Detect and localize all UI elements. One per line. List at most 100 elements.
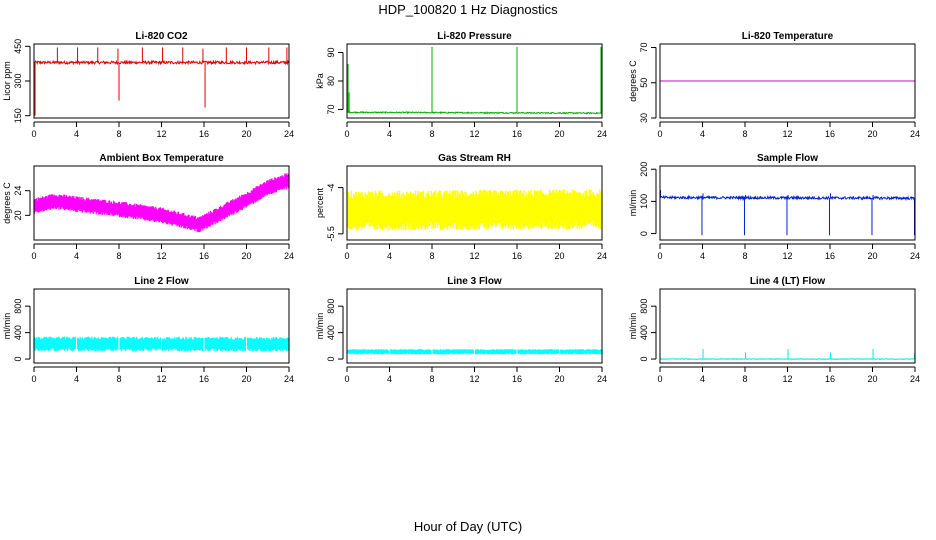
x-tick-label: 24: [910, 251, 920, 261]
x-tick-label: 4: [74, 374, 79, 384]
x-tick-label: 12: [156, 374, 166, 384]
x-tick-label: 0: [344, 251, 349, 261]
x-tick-label: 24: [597, 129, 607, 139]
x-tick-label: 8: [742, 129, 747, 139]
x-tick-label: 24: [910, 129, 920, 139]
y-tick-label: 30: [639, 113, 649, 123]
x-tick-label: 4: [387, 251, 392, 261]
y-tick-label: 70: [639, 43, 649, 53]
series-band: [346, 189, 603, 231]
series-line: [33, 59, 290, 66]
x-tick-label: 4: [387, 374, 392, 384]
x-tick-label: 20: [867, 374, 877, 384]
y-axis-label: Licor ppm: [2, 61, 12, 101]
panel-title: Li-820 Pressure: [437, 31, 512, 42]
x-tick-label: 16: [825, 374, 835, 384]
panel-title: Ambient Box Temperature: [99, 153, 224, 164]
x-tick-label: 24: [284, 374, 294, 384]
y-tick-label: 450: [13, 39, 23, 54]
x-tick-label: 12: [156, 251, 166, 261]
x-tick-label: 20: [867, 251, 877, 261]
x-tick-label: 16: [199, 374, 209, 384]
y-axis-label: percent: [315, 187, 325, 218]
x-tick-label: 0: [31, 129, 36, 139]
x-tick-label: 12: [469, 374, 479, 384]
x-tick-label: 24: [284, 129, 294, 139]
x-tick-label: 8: [116, 251, 121, 261]
plot-frame: [33, 288, 290, 364]
x-tick-label: 8: [116, 374, 121, 384]
plot-frame: [659, 288, 916, 364]
x-tick-label: 0: [31, 251, 36, 261]
y-axis-label: kPa: [315, 73, 325, 89]
panel-title: Line 2 Flow: [134, 276, 189, 287]
y-axis-label: ml/min: [628, 313, 638, 340]
x-tick-label: 16: [825, 251, 835, 261]
series-line: [659, 358, 916, 360]
x-tick-label: 24: [597, 251, 607, 261]
x-tick-label: 20: [241, 374, 251, 384]
plot-frame: [346, 43, 603, 119]
plot-frame: [659, 43, 916, 119]
y-tick-label: 400: [639, 325, 649, 340]
x-tick-label: 12: [782, 129, 792, 139]
x-tick-label: 12: [469, 251, 479, 261]
x-tick-label: 16: [512, 251, 522, 261]
series-band: [346, 349, 603, 355]
x-tick-label: 4: [700, 374, 705, 384]
panel-title: Sample Flow: [757, 153, 818, 164]
y-tick-label: 90: [326, 48, 336, 58]
y-tick-label: 400: [326, 325, 336, 340]
x-tick-label: 24: [910, 374, 920, 384]
x-tick-label: 20: [241, 251, 251, 261]
y-axis-label: ml/min: [315, 313, 325, 340]
plot-frame: [346, 165, 603, 241]
panel-2: Li-820 Pressure 0 4 8 12 16 20 24 70 80 90 kPa: [315, 31, 607, 139]
series-band: [33, 173, 290, 233]
x-tick-label: 4: [74, 251, 79, 261]
y-tick-label: 300: [13, 73, 23, 88]
series-line: [659, 194, 916, 201]
x-tick-label: 24: [284, 251, 294, 261]
series-line: [346, 110, 603, 115]
plot-frame: [346, 288, 603, 364]
x-tick-label: 0: [657, 129, 662, 139]
y-axis-label: ml/min: [628, 190, 638, 217]
y-tick-label: 50: [639, 78, 649, 88]
panel-title: Line 4 (LT) Flow: [750, 276, 826, 287]
x-tick-label: 0: [344, 129, 349, 139]
y-tick-label: 800: [639, 299, 649, 314]
x-tick-label: 12: [782, 374, 792, 384]
panel-title: Line 3 Flow: [447, 276, 502, 287]
x-tick-label: 8: [429, 129, 434, 139]
x-tick-label: 20: [554, 251, 564, 261]
x-tick-label: 20: [867, 129, 877, 139]
x-tick-label: 4: [74, 129, 79, 139]
y-tick-label: -5.5: [326, 226, 336, 242]
y-axis-label: ml/min: [2, 313, 12, 340]
x-tick-label: 16: [199, 251, 209, 261]
y-tick-label: 0: [13, 357, 23, 362]
y-tick-label: 0: [639, 357, 649, 362]
y-tick-label: 0: [326, 357, 336, 362]
y-tick-label: 100: [639, 194, 649, 209]
x-tick-label: 12: [469, 129, 479, 139]
y-tick-label: 200: [639, 162, 649, 177]
series-band: [33, 336, 290, 352]
x-tick-label: 0: [344, 374, 349, 384]
plot-frame: [659, 165, 916, 241]
x-tick-label: 8: [429, 374, 434, 384]
y-tick-label: 20: [13, 210, 23, 220]
figure-title: HDP_100820 1 Hz Diagnostics: [378, 2, 558, 17]
panel-title: Gas Stream RH: [438, 153, 511, 164]
x-tick-label: 16: [512, 129, 522, 139]
x-tick-label: 12: [156, 129, 166, 139]
x-tick-label: 0: [31, 374, 36, 384]
y-tick-label: -4: [326, 184, 336, 192]
x-tick-label: 16: [825, 129, 835, 139]
x-tick-label: 16: [199, 129, 209, 139]
